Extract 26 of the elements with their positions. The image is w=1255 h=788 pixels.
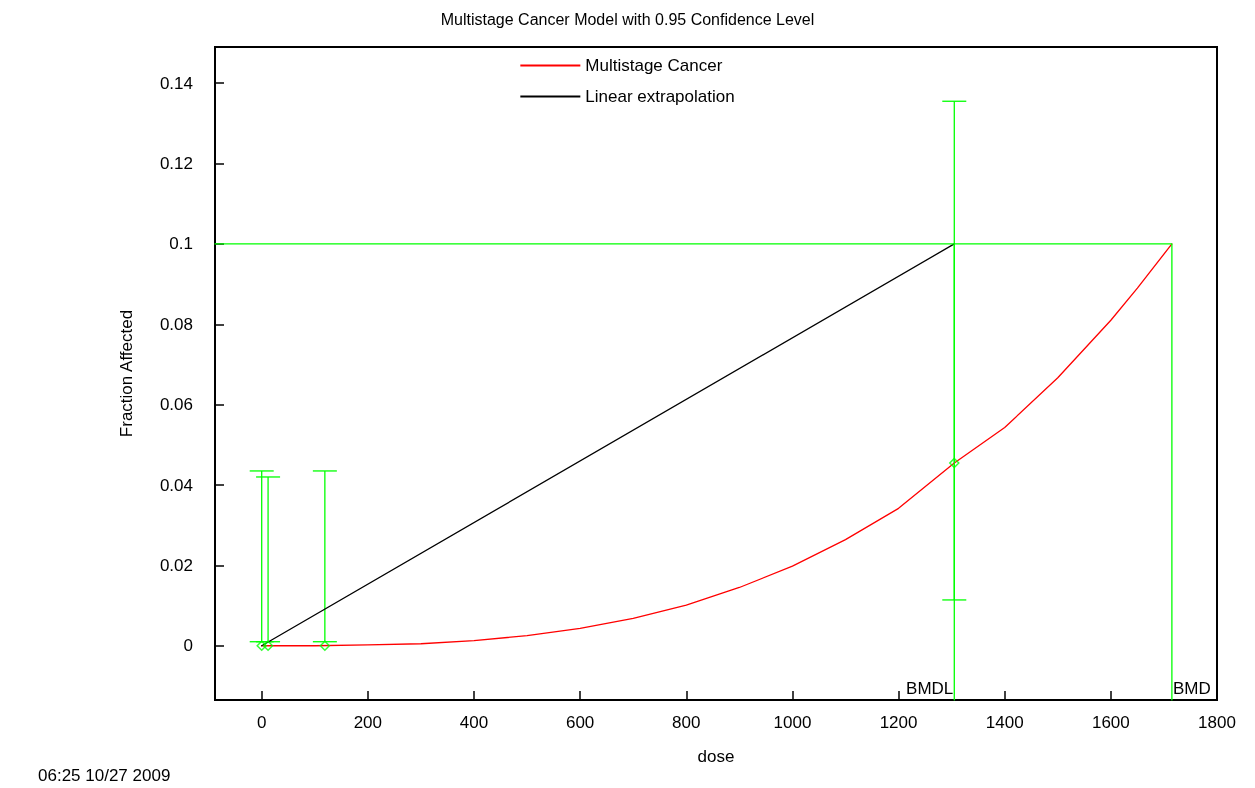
x-tick-label: 1000	[773, 713, 812, 732]
x-tick-label: 1200	[879, 713, 918, 732]
x-tick-label: 1600	[1091, 713, 1130, 732]
y-axis-title: Fraction Affected	[117, 309, 136, 438]
y-tick-label: 0.06	[159, 395, 193, 415]
y-tick-label: 0.14	[159, 73, 193, 93]
x-tick-label: 0	[256, 713, 267, 732]
annotation: BMDL	[906, 679, 954, 698]
annotation: BMD	[1172, 679, 1211, 698]
x-tick-label: 400	[459, 713, 489, 732]
x-tick-label: 600	[565, 713, 595, 732]
x-tick-label: 1400	[985, 713, 1024, 732]
x-axis-title: dose	[697, 747, 735, 766]
text: 06:25 10/27 2009	[38, 766, 171, 785]
y-tick-label: 0	[183, 636, 193, 656]
y-tick-label: 0.04	[159, 475, 193, 495]
x-tick-label: 800	[672, 713, 701, 732]
legend-label: Multistage Cancer	[585, 56, 723, 75]
chart-title: Multistage Cancer Model with 0.95 Confidence Level	[440, 10, 815, 28]
y-tick-label: 0.1	[169, 234, 193, 254]
x-tick-label: 200	[353, 713, 383, 732]
y-tick-label: 0.12	[159, 154, 193, 174]
x-tick-label: 1800	[1198, 713, 1236, 732]
y-tick-label: 0.08	[159, 314, 193, 334]
legend-label: Linear extrapolation	[585, 87, 735, 106]
y-tick-label: 0.02	[159, 555, 193, 575]
